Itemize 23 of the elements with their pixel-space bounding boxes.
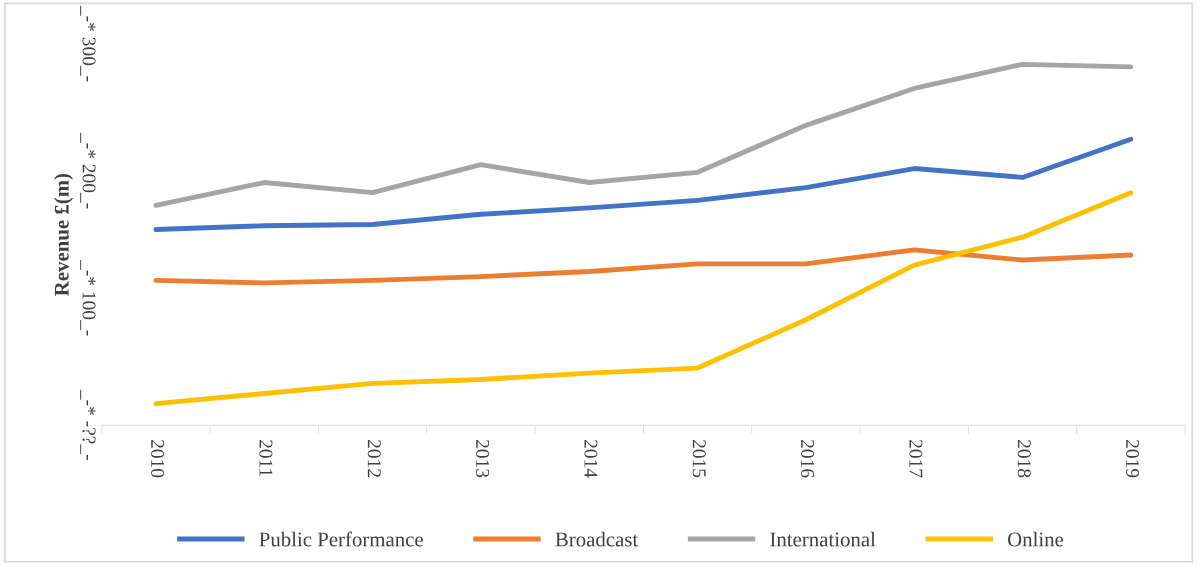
x-tick-label: 2019	[1126, 440, 1140, 478]
legend-label: International	[770, 531, 876, 547]
line-series	[153, 190, 1134, 407]
x-tick-label: 2016	[801, 440, 815, 478]
x-tick-label: 2011	[259, 440, 273, 477]
line-series	[153, 247, 1134, 286]
x-tick-label: 2010	[151, 440, 165, 478]
legend-label: Online	[1007, 531, 1064, 547]
y-tick-label: _-* -??_-	[80, 389, 96, 460]
line-series	[153, 61, 1134, 208]
x-tick-label: 2015	[692, 440, 706, 478]
x-tick-label: 2013	[476, 440, 490, 478]
y-tick-label: _-* 200_-	[80, 132, 96, 209]
x-tick-label: 2017	[909, 440, 923, 478]
x-tick-label: 2018	[1017, 440, 1031, 478]
y-tick-label: _-* 100_-	[80, 259, 96, 336]
y-axis-title: Revenue £(m)	[54, 173, 73, 296]
legend-label: Broadcast	[555, 531, 639, 547]
line-series	[153, 136, 1134, 232]
y-tick-label: _-* 300_-	[80, 5, 96, 82]
x-tick-label: 2012	[367, 440, 381, 477]
x-tick-label: 2014	[584, 440, 598, 478]
legend-label: Public Performance	[259, 531, 423, 547]
